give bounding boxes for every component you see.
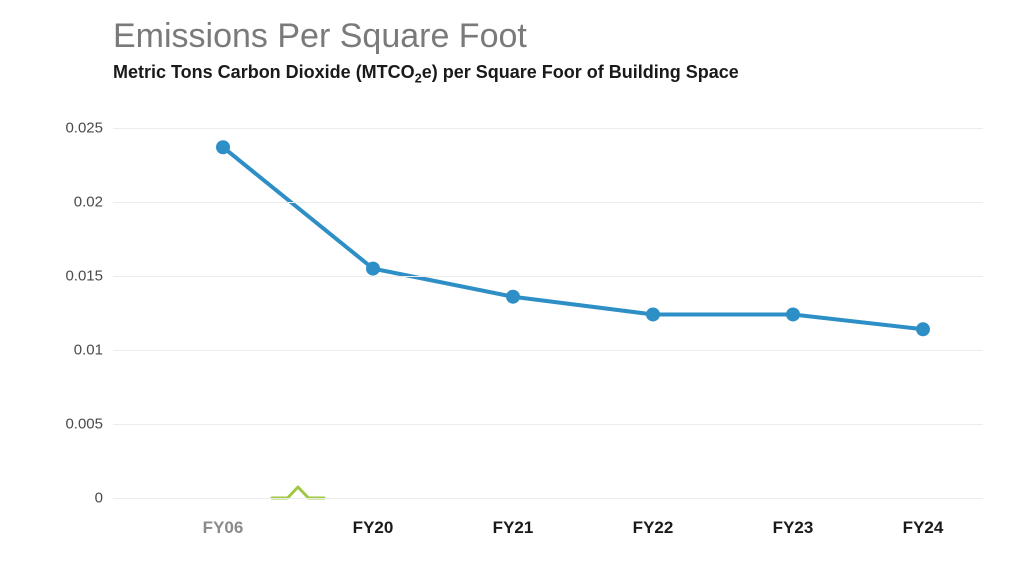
gridline	[113, 350, 983, 351]
x-tick-label: FY22	[633, 518, 674, 538]
series-line	[223, 147, 923, 329]
gridline	[113, 498, 983, 499]
series-marker	[916, 322, 930, 336]
series-marker	[506, 290, 520, 304]
y-tick-label: 0.015	[23, 268, 103, 285]
axis-break-glyph	[272, 486, 324, 502]
chart-container: { "canvas": { "width": 1024, "height": 5…	[0, 0, 1024, 571]
y-tick-label: 0.025	[23, 120, 103, 137]
series-marker	[786, 307, 800, 321]
x-tick-label: FY21	[493, 518, 534, 538]
x-tick-label: FY23	[773, 518, 814, 538]
y-tick-label: 0.01	[23, 342, 103, 359]
gridline	[113, 424, 983, 425]
series-marker	[646, 307, 660, 321]
chart-subtitle: Metric Tons Carbon Dioxide (MTCO2e) per …	[113, 62, 739, 86]
x-tick-label: FY20	[353, 518, 394, 538]
series-marker	[366, 262, 380, 276]
axis-break-path	[272, 487, 324, 498]
series-marker	[216, 140, 230, 154]
y-tick-label: 0	[23, 490, 103, 507]
line-series	[113, 128, 983, 498]
y-tick-label: 0.02	[23, 194, 103, 211]
x-tick-label: FY24	[903, 518, 944, 538]
chart-title: Emissions Per Square Foot	[113, 17, 527, 56]
gridline	[113, 128, 983, 129]
plot-area: 00.0050.010.0150.020.025FY06FY20FY21FY22…	[113, 128, 983, 498]
x-tick-label: FY06	[203, 518, 244, 538]
y-tick-label: 0.005	[23, 416, 103, 433]
gridline	[113, 202, 983, 203]
gridline	[113, 276, 983, 277]
